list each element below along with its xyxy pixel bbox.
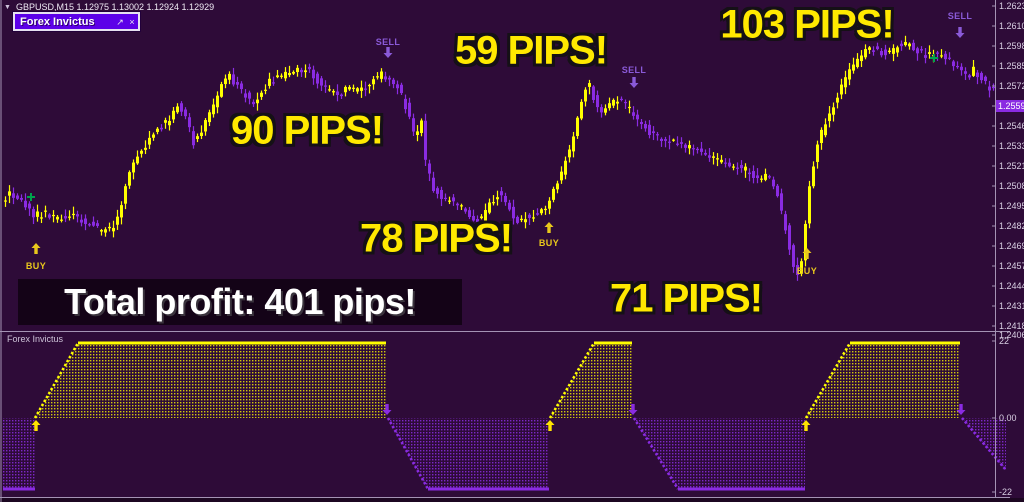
invictus-window[interactable]: Forex Invictus ↗ × [12, 11, 141, 32]
price-axis-sub-label: 1.24060 [999, 330, 1024, 340]
oscillator-up-ramp [33, 342, 80, 419]
price-axis-label: 1.25850 [999, 61, 1024, 71]
symbol-ohlc-bar: ▼ GBPUSD,M15 1.12975 1.13002 1.12924 1.1… [4, 2, 214, 12]
oscillator-down-area [634, 418, 805, 489]
buy-arrow-icon [31, 243, 41, 254]
green-cross-icon [27, 193, 35, 201]
green-cross-icon [930, 54, 938, 62]
candlesticks [4, 35, 995, 281]
pips-annotation: 71 PIPS! [609, 276, 763, 321]
oscillator-up-ramp [804, 342, 852, 419]
oscillator-buy-arrow-icon [801, 420, 811, 431]
total-profit-banner: Total profit: 401 pips! [18, 279, 462, 325]
oscillator-sell-arrow-icon [382, 404, 392, 415]
pips-annotation: 90 PIPS! [230, 108, 384, 153]
oscillator-sell-arrow-icon [628, 404, 638, 415]
price-axis-label: 1.24825 [999, 221, 1024, 231]
signal-arrows [31, 27, 965, 259]
oscillator-buy-arrow-icon [31, 420, 41, 431]
restore-icon[interactable]: ↗ [116, 16, 124, 27]
buy-label: BUY [796, 266, 818, 276]
sell-label: SELL [621, 65, 647, 75]
oscillator-up-ramp [548, 342, 596, 419]
sell-arrow-icon [955, 27, 965, 38]
close-icon[interactable]: × [129, 16, 135, 27]
price-axis-label: 1.25335 [999, 141, 1024, 151]
price-axis-label: 1.26105 [999, 21, 1024, 31]
indicator-scale-zero: 0.00 [999, 413, 1017, 423]
price-axis-label: 1.24185 [999, 321, 1024, 331]
price-axis-label: 1.25080 [999, 181, 1024, 191]
oscillator-buy-arrow-icon [545, 420, 555, 431]
price-axis-current-label: 1.25595 [996, 100, 1024, 112]
oscillator-up-area [550, 343, 632, 418]
price-axis-label: 1.26235 [999, 1, 1024, 11]
oscillator-up-area [35, 343, 386, 418]
sell-arrow-icon [383, 47, 393, 58]
oscillator-down-area [388, 418, 549, 489]
pips-annotation: 59 PIPS! [454, 28, 608, 73]
oscillator-panel [3, 341, 1007, 491]
price-axis-label: 1.24955 [999, 201, 1024, 211]
buy-label: BUY [25, 261, 47, 271]
oscillator-down-ramp [961, 417, 1007, 471]
window-marker-icon[interactable]: ▼ [4, 3, 11, 11]
pips-annotation: 78 PIPS! [359, 216, 513, 261]
price-axis-label: 1.24570 [999, 261, 1024, 271]
symbol-ohlc-text: GBPUSD,M15 1.12975 1.13002 1.12924 1.129… [15, 2, 215, 12]
indicator-scale-top: 22 [999, 336, 1010, 346]
price-axis-label: 1.24695 [999, 241, 1024, 251]
indicator-panel-label: Forex Invictus [7, 334, 64, 344]
price-axis-label: 1.25210 [999, 161, 1024, 171]
price-axis-label: 1.25465 [999, 121, 1024, 131]
price-axis-label: 1.24440 [999, 281, 1024, 291]
oscillator-down-ramp [632, 417, 680, 490]
indicator-scale-bottom: -22 [999, 487, 1013, 497]
total-profit-text: Total profit: 401 pips! [64, 281, 416, 322]
oscillator-sell-arrow-icon [956, 404, 966, 415]
price-axis-label: 1.25980 [999, 41, 1024, 51]
sell-label: SELL [947, 11, 973, 21]
oscillator-up-area [806, 343, 960, 418]
sell-arrow-icon [629, 77, 639, 88]
buy-arrow-icon [544, 222, 554, 233]
sell-label: SELL [375, 37, 401, 47]
oscillator-down-area [3, 418, 35, 489]
buy-arrow-icon [802, 248, 812, 259]
price-axis-label: 1.25720 [999, 81, 1024, 91]
pips-annotation: 103 PIPS! [720, 2, 894, 47]
invictus-window-title: Forex Invictus [20, 15, 95, 28]
price-axis-label: 1.24315 [999, 301, 1024, 311]
buy-label: BUY [538, 238, 560, 248]
